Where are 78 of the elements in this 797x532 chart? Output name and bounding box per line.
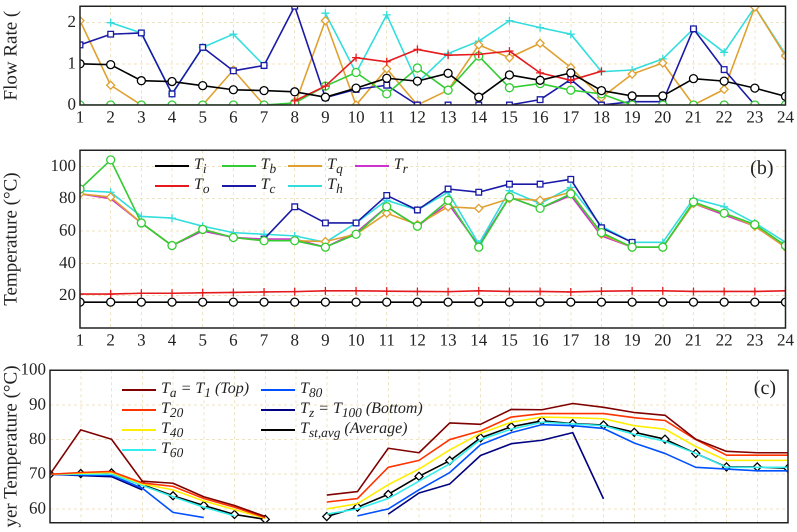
x-tick-label: 4	[168, 330, 177, 350]
x-tick-label: 15	[500, 330, 518, 350]
y-tick-label: 20	[59, 285, 76, 304]
x-tick-label: 23	[746, 108, 764, 127]
x-tick-label: 21	[684, 108, 702, 127]
x-tick-label: 5	[198, 330, 207, 350]
x-tick-label: 19	[624, 108, 641, 127]
y-tick-label: 60	[59, 220, 76, 240]
x-tick-label: 22	[716, 108, 733, 127]
x-tick-label: 10	[348, 330, 365, 350]
x-tick-label: 20	[654, 330, 672, 350]
x-tick-label: 19	[624, 330, 641, 350]
legend-label: T$_{h}$	[327, 176, 343, 197]
x-tick-label: 12	[408, 330, 426, 350]
x-tick-label: 2	[106, 108, 115, 127]
x-tick-label: 13	[440, 108, 457, 127]
x-tick-label: 15	[500, 108, 518, 127]
y-axis-title: yer Temperature (°C)	[0, 365, 22, 528]
x-tick-label: 24	[777, 330, 794, 350]
legend-label: T$_{q}$	[327, 156, 343, 177]
y-tick-label: 2	[68, 12, 76, 32]
x-tick-label: 8	[290, 330, 299, 350]
x-tick-label: 9	[321, 330, 330, 350]
x-tick-label: 11	[378, 108, 395, 127]
x-tick-label: 4	[168, 108, 177, 127]
x-tick-label: 12	[408, 108, 426, 127]
x-tick-label: 24	[777, 108, 794, 127]
x-tick-label: 17	[562, 108, 580, 127]
legend-label: T$_{o}$	[194, 176, 210, 197]
legend-label: T$_{i}$	[194, 156, 207, 177]
annotation: (b)	[750, 157, 774, 180]
y-tick-label: 80	[29, 429, 46, 448]
legend-label: T$_{st,avg}$ (Average)	[300, 420, 408, 441]
x-tick-label: 14	[470, 108, 488, 127]
x-tick-label: 16	[532, 330, 549, 350]
y-tick-label: 70	[29, 464, 46, 483]
x-tick-label: 8	[290, 108, 299, 127]
x-tick-label: 6	[229, 108, 238, 127]
y-axis-title: Temperature (°C)	[0, 172, 22, 306]
x-tick-label: 10	[348, 108, 365, 127]
y-tick-label: 1	[68, 53, 76, 72]
y-tick-label: 0	[68, 94, 76, 114]
x-tick-label: 7	[260, 330, 269, 350]
y-tick-label: 100	[20, 360, 46, 379]
x-tick-label: 11	[378, 330, 395, 350]
legend-label: T$_{60}$	[161, 440, 184, 461]
y-axis-title: Flow Rate (	[0, 10, 22, 100]
x-tick-label: 6	[229, 330, 238, 350]
x-tick-label: 21	[684, 330, 702, 350]
y-tick-label: 100	[50, 156, 76, 175]
x-tick-label: 9	[321, 108, 330, 127]
legend-label: T$_{c}$	[260, 176, 276, 197]
legend-label: T$_{a}$ = T$_{1}$ (Top)	[161, 380, 250, 401]
x-tick-label: 7	[260, 108, 269, 127]
y-tick-label: 90	[29, 394, 46, 414]
legend-label: T$_{80}$	[300, 380, 322, 401]
y-tick-label: 80	[59, 188, 76, 208]
x-tick-label: 3	[137, 108, 146, 127]
x-tick-label: 17	[562, 330, 580, 350]
x-tick-label: 3	[137, 330, 146, 350]
x-tick-label: 13	[440, 330, 457, 350]
x-tick-label: 2	[106, 330, 115, 350]
x-tick-label: 22	[716, 330, 733, 350]
legend-label: T$_{r}$	[394, 156, 408, 177]
annotation: (c)	[754, 377, 776, 400]
legend-label: T$_{40}$	[161, 420, 184, 441]
x-tick-label: 14	[470, 330, 488, 350]
x-tick-label: 18	[592, 108, 610, 127]
y-tick-label: 60	[29, 498, 46, 518]
y-tick-label: 40	[59, 252, 76, 272]
x-tick-label: 23	[746, 330, 764, 350]
legend-label: T$_{20}$	[161, 400, 184, 421]
legend-label: T$_{b}$	[260, 156, 276, 177]
x-tick-label: 16	[532, 108, 549, 127]
x-tick-label: 5	[198, 108, 207, 127]
x-tick-label: 18	[592, 330, 610, 350]
x-tick-label: 20	[654, 108, 672, 127]
legend-label: T$_{z}$ = T$_{100}$ (Bottom)	[300, 400, 423, 421]
